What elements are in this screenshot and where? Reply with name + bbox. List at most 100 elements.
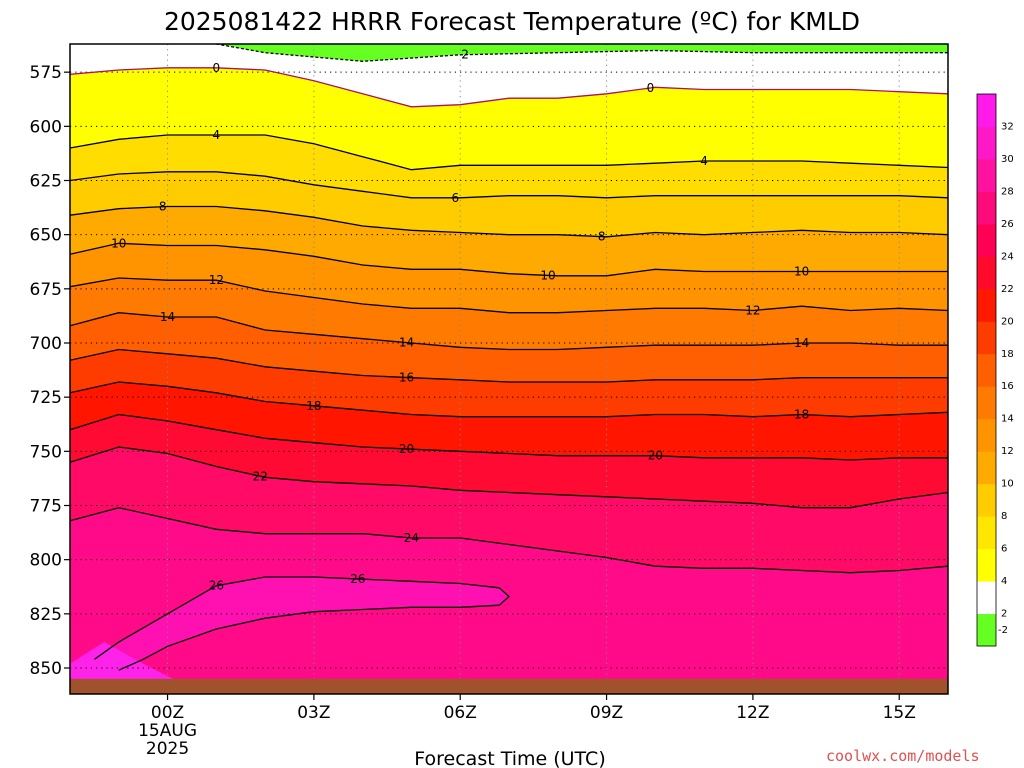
- contour-label: 14: [794, 336, 809, 350]
- x-tick-label: 09Z: [590, 703, 623, 723]
- watermark: coolwx.com/models: [826, 747, 980, 765]
- contour-line: [94, 576, 510, 671]
- colorbar-segment: [977, 581, 996, 615]
- colorbar-segment: [977, 386, 996, 420]
- colorbar-label: 18: [1001, 349, 1014, 360]
- contour-label: 2: [461, 48, 469, 62]
- contour-label: 26: [209, 579, 224, 593]
- x-axis-label: Forecast Time (UTC): [414, 748, 605, 768]
- colorbar-label: 8: [1001, 511, 1007, 522]
- contour-line: [69, 242, 948, 277]
- contour-line: [69, 171, 949, 199]
- band-below-2: [70, 44, 948, 62]
- contour-label: 0: [213, 61, 221, 75]
- y-tick-label: 600: [30, 117, 62, 137]
- contour-label: 20: [648, 449, 663, 463]
- colorbar-segment: [977, 158, 996, 192]
- contour-label: 12: [209, 273, 224, 287]
- contour-label: 18: [306, 399, 321, 413]
- y-tick-label: 675: [30, 280, 62, 300]
- contour-label: 4: [213, 128, 221, 142]
- colorbar-label: 20: [1001, 316, 1014, 327]
- colorbar-segment: [977, 548, 996, 582]
- ground-fill: [70, 678, 948, 694]
- contour-label: 14: [399, 336, 414, 350]
- colorbar-label: 4: [1001, 576, 1007, 587]
- colorbar-segment: [977, 451, 996, 485]
- y-tick-label: 725: [30, 388, 62, 408]
- y-tick-label: 850: [30, 659, 62, 679]
- colorbar-label: 2: [1001, 609, 1007, 620]
- colorbar-segment: [977, 418, 996, 452]
- y-tick-label: 825: [30, 605, 62, 625]
- y-tick-label: 700: [30, 334, 62, 354]
- colorbar-segment: [977, 613, 996, 647]
- plot-frame: [69, 43, 949, 695]
- contour-line: [69, 277, 949, 314]
- colorbar-segment: [977, 321, 996, 355]
- colorbar-label: -2: [998, 625, 1008, 636]
- contour-label: 16: [399, 370, 414, 384]
- contour-label: 26: [350, 572, 365, 586]
- x-tick-label: 06Z: [444, 703, 477, 723]
- colorbar-segment: [977, 126, 996, 160]
- grid: [70, 44, 948, 694]
- colorbar-segment: [977, 223, 996, 257]
- contour-label: 22: [253, 469, 268, 483]
- colorbar-segment: [977, 353, 996, 387]
- colorbar-label: 28: [1001, 186, 1014, 197]
- contour-line: [69, 507, 949, 574]
- x-tick-sublabel: 2025: [146, 739, 189, 759]
- colorbar-label: 6: [1001, 544, 1007, 555]
- colorbar-label: 26: [1001, 219, 1014, 230]
- x-tick-label: 15Z: [883, 703, 916, 723]
- colorbar-label: 32: [1001, 121, 1014, 132]
- band-above-28: [70, 642, 178, 681]
- ground: [70, 678, 948, 694]
- colorbar-label: 14: [1001, 414, 1014, 425]
- contour-line: [69, 312, 948, 351]
- colorbar-segment: [977, 288, 996, 322]
- x-tick-sublabel: 15AUG: [138, 721, 197, 741]
- contour-label: 18: [794, 408, 809, 422]
- y-tick-label: 575: [30, 63, 62, 83]
- x-tick-label: 12Z: [736, 703, 769, 723]
- y-tick-label: 800: [30, 551, 62, 571]
- y-tick-label: 775: [30, 497, 62, 517]
- contour-line: [216, 43, 948, 62]
- colorbar-segment: [977, 191, 996, 225]
- x-tick-label: 03Z: [297, 703, 330, 723]
- contour-label: 20: [399, 442, 414, 456]
- contour-label: 24: [404, 531, 419, 545]
- contour-line: [69, 67, 949, 108]
- x-tick-label: 00Z: [151, 703, 184, 723]
- colorbar-label: 10: [1001, 479, 1014, 490]
- colorbar-label: 22: [1001, 284, 1014, 295]
- contour-line: [69, 413, 948, 461]
- contour-line: [69, 205, 949, 238]
- axes: 57560062565067570072575077580082585000Z1…: [30, 43, 949, 759]
- contour-line: [69, 348, 948, 383]
- contour-label: 0: [647, 81, 655, 95]
- contour-label: 10: [111, 236, 126, 250]
- colorbar-label: 12: [1001, 446, 1014, 457]
- band-above-24: [70, 507, 948, 694]
- colorbar-segment: [977, 256, 996, 290]
- chart-title: 2025081422 HRRR Forecast Temperature (ºC…: [164, 7, 860, 36]
- contour-line: [69, 134, 949, 171]
- contour-label: 12: [745, 304, 760, 318]
- contour-label: 8: [598, 230, 606, 244]
- contour-line: [69, 381, 949, 418]
- y-tick-label: 750: [30, 442, 62, 462]
- contour-label: 10: [794, 265, 809, 279]
- contour-label: 14: [160, 310, 175, 324]
- y-tick-label: 625: [30, 172, 62, 192]
- contour-label: 6: [452, 191, 460, 205]
- contour-label: 10: [540, 268, 555, 282]
- band-above-26: [70, 577, 509, 694]
- colorbar-label: 16: [1001, 381, 1014, 392]
- contour-label: 8: [159, 200, 167, 214]
- colorbar-label: 24: [1001, 251, 1014, 262]
